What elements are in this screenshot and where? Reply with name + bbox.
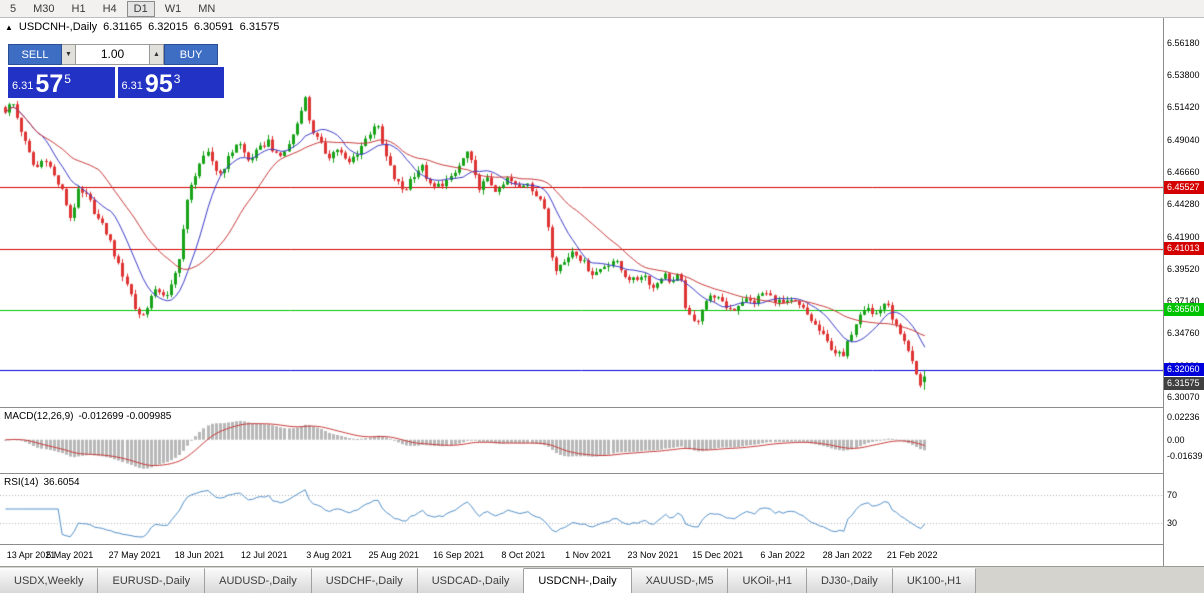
date-axis-label: 28 Jan 2022 [822, 550, 873, 560]
price-level-box: 6.45527 [1164, 180, 1204, 194]
price-level-box: 6.32060 [1164, 363, 1204, 377]
chart-tab-usdcad[interactable]: USDCAD-,Daily [417, 568, 525, 593]
chart-tab-bar: USDX,Weekly EURUSD-,Daily AUDUSD-,Daily USD… [0, 566, 1204, 593]
chart-ohlc-header: ▲ USDCNH-,Daily 6.31165 6.32015 6.30591 … [5, 21, 279, 33]
one-click-trade-panel: SELL ▼ 1.00 ▲ BUY 6.31 57 5 6.31 95 3 [8, 44, 224, 98]
macd-indicator-values: -0.012699 -0.009985 [78, 411, 172, 422]
chart-tab-usdchf[interactable]: USDCHF-,Daily [311, 568, 418, 593]
ohlc-open-value: 6.31165 [103, 21, 143, 33]
rsi-indicator-name: RSI(14) [4, 477, 39, 488]
timeframe-button-w1[interactable]: W1 [164, 2, 182, 15]
date-axis-label: 12 Jul 2021 [240, 550, 288, 560]
date-axis[interactable]: 13 Apr 2021 5 May 2021 27 May 2021 18 Jun 2… [0, 545, 1163, 566]
buy-price-big-digits: 95 [144, 70, 173, 98]
volume-increase-button[interactable]: ▲ [150, 44, 164, 65]
chart-tab-usdcnh[interactable]: USDCNH-,Daily [524, 568, 632, 593]
chart-symbol-label: USDCNH-,Daily [18, 21, 98, 33]
buy-price-pipette: 3 [173, 72, 181, 86]
date-axis-label: 6 Jan 2022 [760, 550, 805, 560]
date-axis-label: 23 Nov 2021 [627, 550, 679, 560]
chart-tab-usdx[interactable]: USDX,Weekly [0, 568, 99, 593]
date-axis-label: 16 Sep 2021 [433, 550, 485, 560]
macd-indicator-canvas[interactable] [0, 408, 1163, 473]
ohlc-high-value: 6.32015 [148, 21, 188, 33]
pane-splitter[interactable] [0, 544, 1204, 545]
price-axis-tick: 6.56180 [1167, 37, 1200, 48]
sell-price-display[interactable]: 6.31 57 5 [8, 67, 115, 98]
price-axis-tick: 6.44280 [1167, 199, 1200, 210]
chart-tab-dj30[interactable]: DJ30-,Daily [806, 568, 893, 593]
pane-splitter[interactable] [0, 407, 1204, 408]
buy-price-prefix: 6.31 [121, 80, 143, 92]
date-axis-label: 5 May 2021 [46, 550, 94, 560]
date-axis-label: 13 Apr 2021 [6, 550, 56, 560]
timeframe-button-h4[interactable]: H4 [102, 2, 117, 15]
price-axis-tick: 6.51420 [1167, 102, 1200, 113]
price-axis[interactable]: 6.56180 6.53800 6.51420 6.49040 6.46660 6.442… [1163, 18, 1204, 566]
buy-button[interactable]: BUY [164, 44, 218, 65]
macd-axis-tick: 0.00 [1167, 434, 1185, 445]
chart-tab-ukoil[interactable]: UKOil-,H1 [728, 568, 807, 593]
timeframe-button-m30[interactable]: M30 [33, 2, 55, 15]
date-axis-label: 21 Feb 2022 [886, 550, 938, 560]
timeframe-button-d1[interactable]: D1 [126, 0, 155, 17]
timeframe-button-h1[interactable]: H1 [71, 2, 86, 15]
chart-tab-eurusd[interactable]: EURUSD-,Daily [98, 568, 206, 593]
date-axis-label: 25 Aug 2021 [368, 550, 420, 560]
price-axis-tick: 6.39520 [1167, 263, 1200, 274]
date-axis-label: 15 Dec 2021 [692, 550, 744, 560]
ohlc-close-value: 6.31575 [239, 21, 280, 33]
rsi-pane-label: RSI(14) 36.6054 [4, 477, 80, 488]
price-level-box: 6.36500 [1164, 303, 1204, 317]
sell-price-big-digits: 57 [35, 70, 64, 98]
timeframe-button-mn[interactable]: MN [198, 2, 216, 15]
current-price-box: 6.31575 [1164, 376, 1204, 390]
macd-pane-label: MACD(12,26,9) -0.012699 -0.009985 [4, 411, 171, 422]
rsi-indicator-canvas[interactable] [0, 474, 1163, 544]
one-click-panel-collapse-icon[interactable]: ▲ [5, 22, 13, 32]
rsi-axis-tick: 70 [1167, 490, 1178, 500]
price-axis-tick: 6.37140 [1167, 296, 1200, 307]
timeframe-toolbar: 5 M30 H1 H4 D1 W1 MN [0, 0, 1204, 18]
timeframe-button-5[interactable]: 5 [10, 2, 17, 15]
price-axis-tick: 6.34760 [1167, 328, 1200, 339]
date-axis-label: 18 Jun 2021 [174, 550, 225, 560]
price-level-box: 6.41013 [1164, 242, 1204, 256]
date-axis-label: 8 Oct 2021 [501, 550, 546, 560]
macd-axis-tick: 0.02236 [1167, 412, 1200, 423]
sell-button[interactable]: SELL [8, 44, 62, 65]
price-axis-tick: 6.30070 [1167, 391, 1200, 402]
price-axis-tick: 6.41900 [1167, 231, 1200, 242]
date-axis-label: 3 Aug 2021 [306, 550, 352, 560]
sell-price-pipette: 5 [64, 72, 71, 86]
pane-splitter[interactable] [0, 473, 1204, 474]
price-axis-tick: 6.46660 [1167, 167, 1200, 178]
chart-tab-xauusd[interactable]: XAUUSD-,M5 [631, 568, 729, 593]
chart-tab-uk100[interactable]: UK100-,H1 [892, 568, 977, 593]
macd-indicator-name: MACD(12,26,9) [4, 411, 74, 422]
sell-price-prefix: 6.31 [12, 80, 34, 92]
macd-axis-tick: -0.01639 [1167, 451, 1203, 462]
volume-decrease-button[interactable]: ▼ [62, 44, 76, 65]
buy-price-display[interactable]: 6.31 95 3 [117, 67, 224, 98]
rsi-axis-tick: 30 [1167, 518, 1178, 528]
date-axis-label: 1 Nov 2021 [565, 550, 612, 560]
rsi-indicator-value: 36.6054 [43, 477, 80, 488]
date-axis-label: 27 May 2021 [108, 550, 161, 560]
price-axis-tick: 6.49040 [1167, 134, 1200, 145]
price-axis-tick: 6.53800 [1167, 70, 1200, 81]
volume-input[interactable]: 1.00 [76, 44, 150, 65]
chart-tab-audusd[interactable]: AUDUSD-,Daily [205, 568, 312, 593]
ohlc-low-value: 6.30591 [193, 21, 234, 33]
